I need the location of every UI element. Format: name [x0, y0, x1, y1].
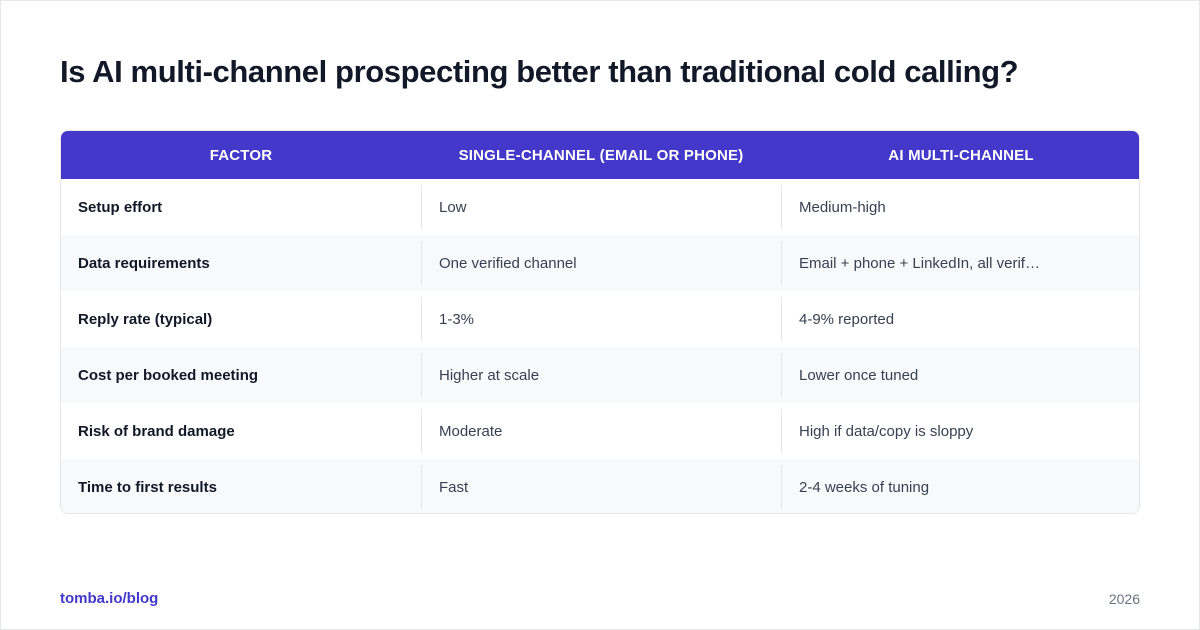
- table-row: Setup effort Low Medium-high: [61, 179, 1139, 235]
- factor-cell: Reply rate (typical): [78, 310, 213, 328]
- ai-multi-channel-cell: Lower once tuned: [781, 347, 1139, 403]
- single-channel-cell: Low: [421, 179, 781, 235]
- year-label: 2026: [1108, 591, 1140, 607]
- ai-multi-channel-cell: Medium-high: [781, 179, 1139, 235]
- single-channel-cell: 1-3%: [421, 291, 781, 347]
- factor-cell: Data requirements: [78, 254, 210, 272]
- single-channel-cell: Moderate: [421, 403, 781, 459]
- single-channel-cell: Fast: [421, 459, 781, 513]
- single-channel-cell: Higher at scale: [421, 347, 781, 403]
- comparison-table: FACTOR SINGLE-CHANNEL (EMAIL OR PHONE) A…: [60, 130, 1140, 514]
- factor-cell: Cost per booked meeting: [78, 366, 259, 384]
- table-header: FACTOR SINGLE-CHANNEL (EMAIL OR PHONE) A…: [61, 131, 1139, 179]
- page-title: Is AI multi-channel prospecting better t…: [60, 54, 1019, 89]
- table-row: Data requirements One verified channel E…: [61, 235, 1139, 291]
- ai-multi-channel-cell: Email + phone + LinkedIn, all verif…: [781, 235, 1139, 291]
- ai-multi-channel-cell: 4-9% reported: [781, 291, 1139, 347]
- column-header-single-channel: SINGLE-CHANNEL (EMAIL OR PHONE): [458, 146, 744, 164]
- table-row: Risk of brand damage Moderate High if da…: [61, 403, 1139, 459]
- column-header-ai-multi-channel: AI MULTI-CHANNEL: [888, 146, 1034, 164]
- factor-cell: Risk of brand damage: [78, 422, 235, 440]
- factor-cell: Setup effort: [78, 198, 163, 216]
- source-link[interactable]: tomba.io/blog: [60, 590, 159, 607]
- ai-multi-channel-cell: 2-4 weeks of tuning: [781, 459, 1139, 513]
- table-row: Reply rate (typical) 1-3% 4-9% reported: [61, 291, 1139, 347]
- table-row: Cost per booked meeting Higher at scale …: [61, 347, 1139, 403]
- table-row: Time to first results Fast 2-4 weeks of …: [61, 459, 1139, 513]
- single-channel-cell: One verified channel: [421, 235, 781, 291]
- ai-multi-channel-cell: High if data/copy is sloppy: [781, 403, 1139, 459]
- factor-cell: Time to first results: [78, 478, 217, 496]
- column-header-factor: FACTOR: [209, 146, 273, 164]
